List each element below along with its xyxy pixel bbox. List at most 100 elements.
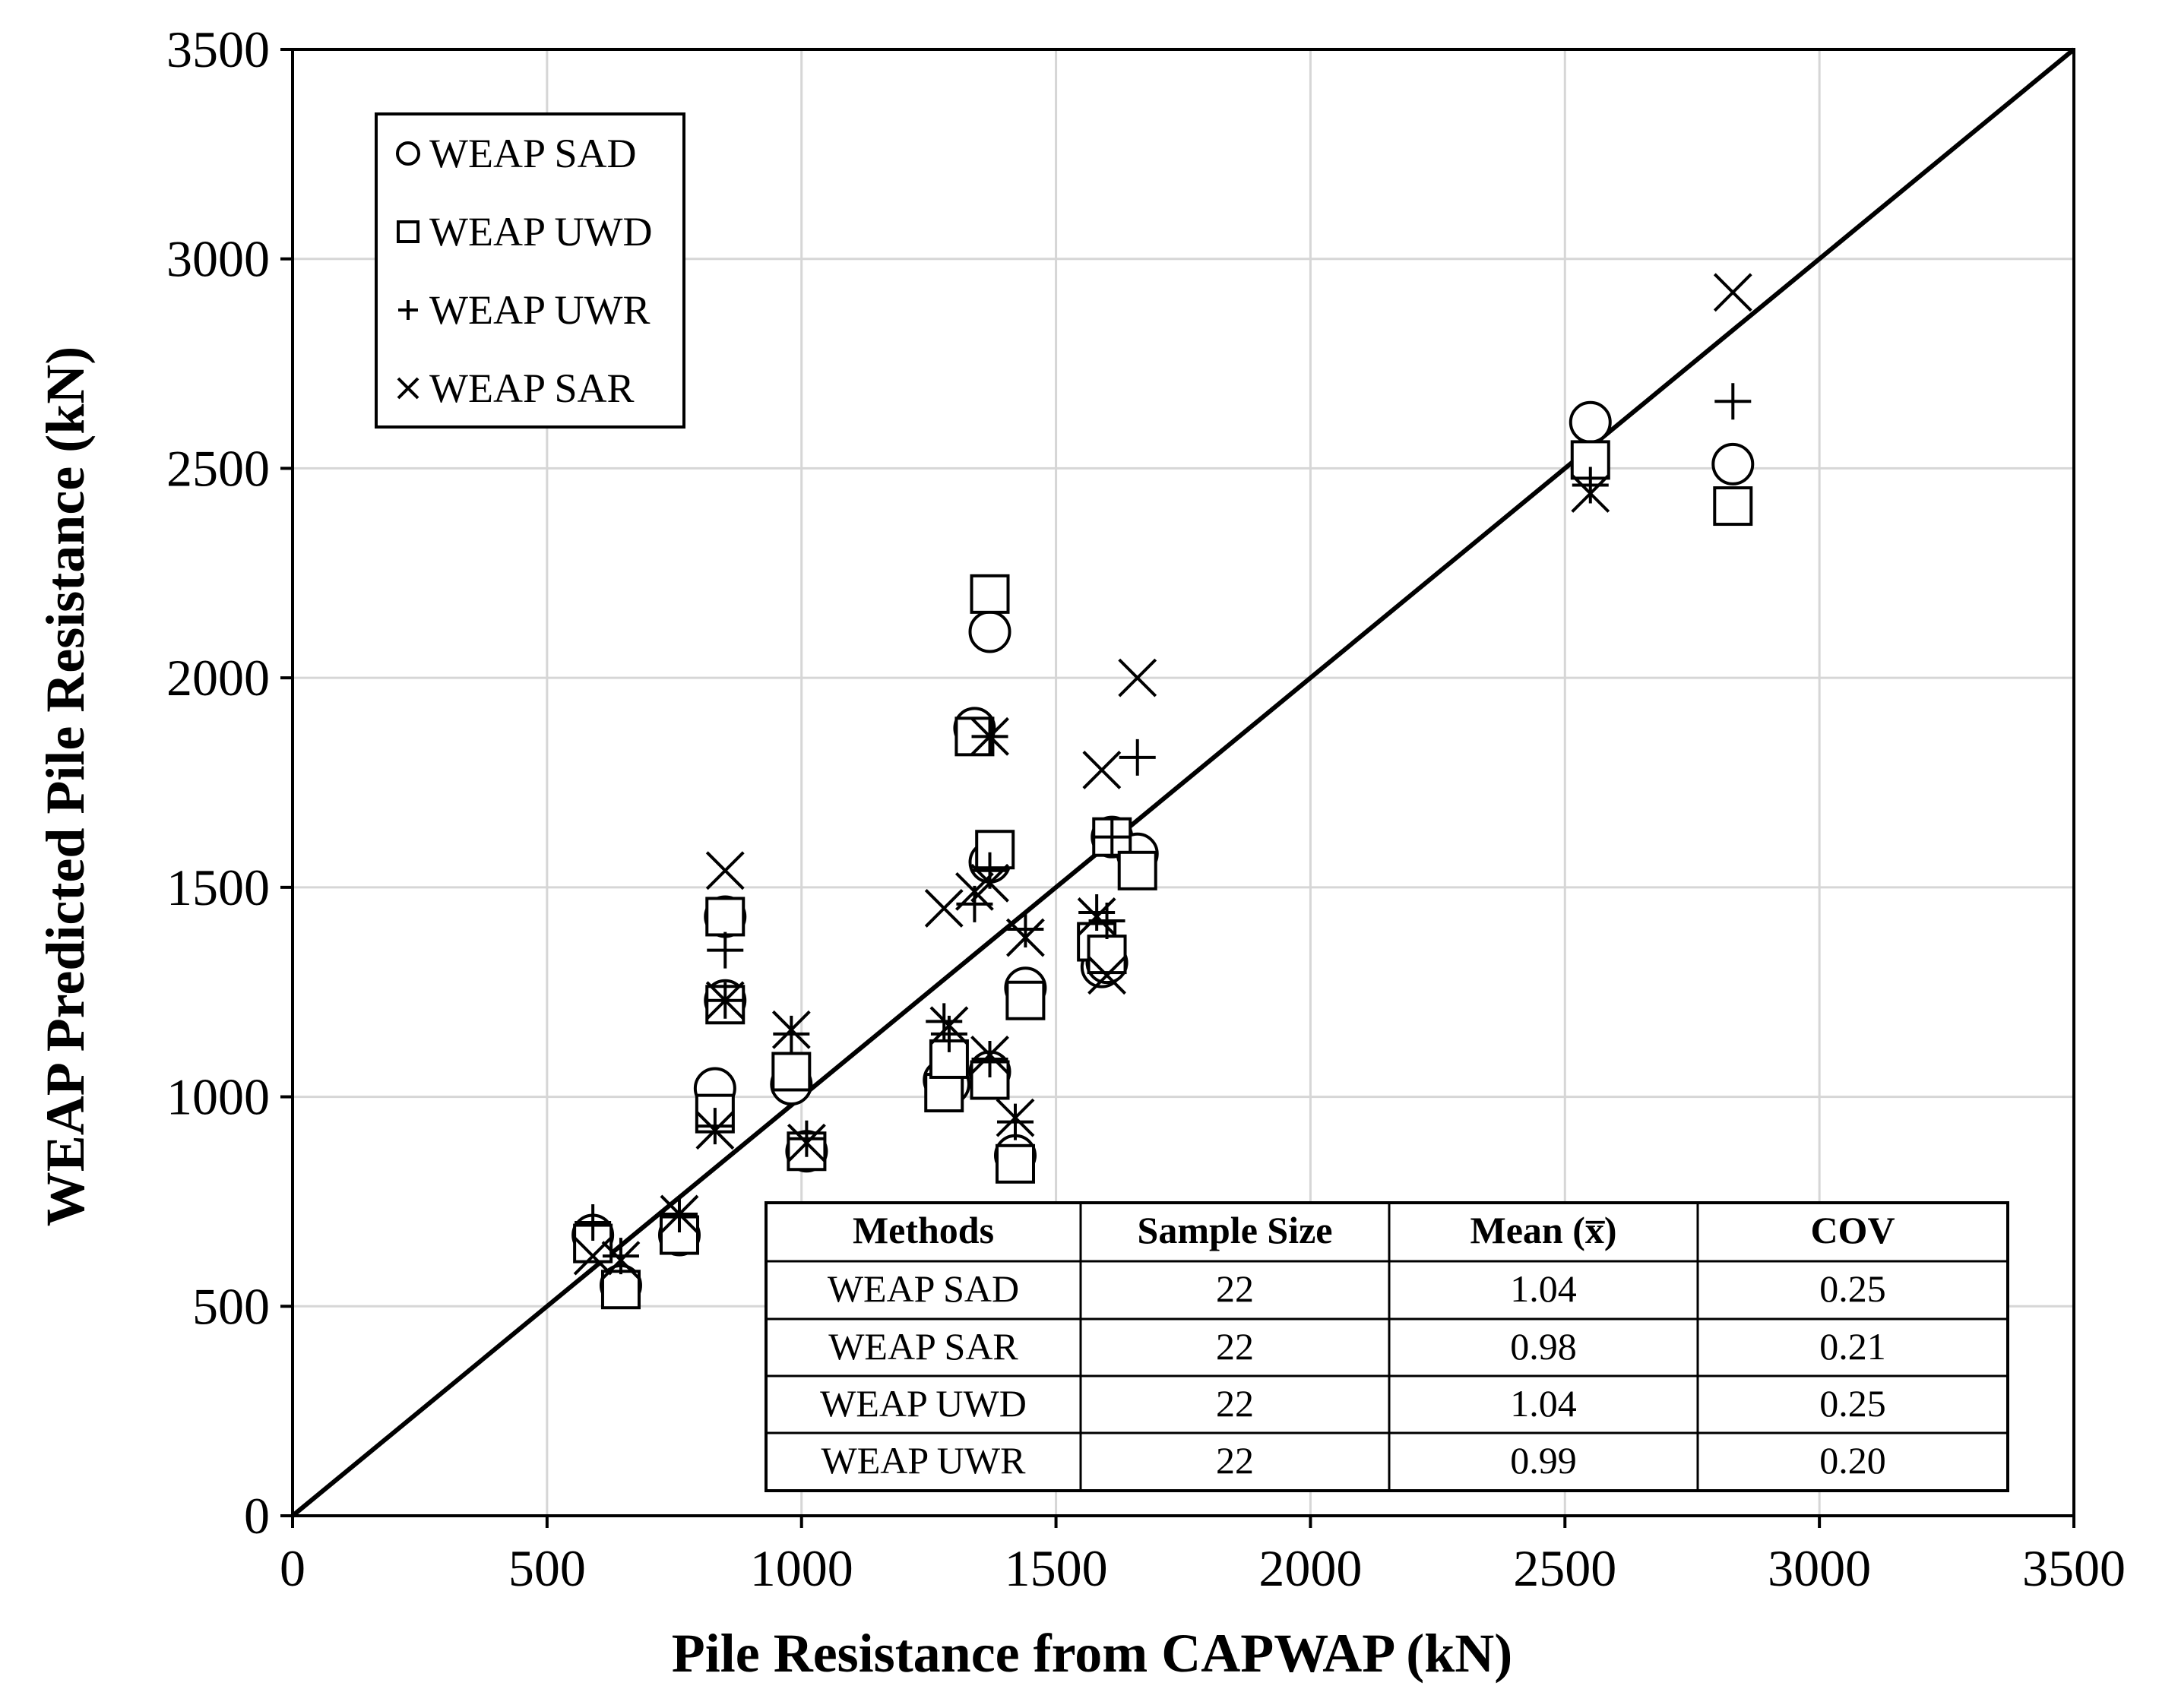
weap-uwr-point [1714, 383, 1752, 420]
weap-uwd-point [705, 897, 746, 937]
x-tick-label: 3000 [1768, 1539, 1871, 1597]
weap-uwr-point [696, 1108, 733, 1145]
weap-sar-point [771, 1010, 811, 1049]
y-tick-label: 3000 [166, 230, 270, 288]
y-tick-label: 0 [244, 1487, 270, 1545]
table-cell: 22 [1216, 1267, 1254, 1310]
table-cell: 0.21 [1819, 1325, 1886, 1368]
y-tick-label: 500 [192, 1277, 270, 1335]
table-cell: 1.04 [1510, 1382, 1577, 1425]
reference-line [291, 47, 2075, 1518]
table-cell: 0.98 [1510, 1325, 1577, 1368]
legend-box [375, 112, 685, 429]
table-cell: WEAP SAR [828, 1325, 1018, 1368]
weap-uwr-point [1094, 818, 1131, 856]
weap-uwd-point [1117, 850, 1157, 890]
y-tick-label: 1500 [166, 859, 270, 916]
weap-uwr-point [1572, 467, 1609, 504]
table-background [765, 1201, 2009, 1492]
x-tick-label: 1000 [750, 1539, 853, 1597]
weap-sar-point [1087, 956, 1126, 995]
table-cell: WEAP UWR [821, 1439, 1027, 1482]
summary-table: Methods Sample Size Mean (x̅) COV WEAP SAD 22… [765, 1201, 2009, 1492]
weap-uwr-legend-marker [398, 300, 418, 320]
weap-uwd-point [1087, 935, 1127, 975]
weap-uwr-point [996, 1103, 1034, 1140]
table-cell: 0.25 [1819, 1267, 1886, 1310]
table-cell: 0.20 [1819, 1439, 1886, 1482]
plot-frame [291, 48, 2075, 1517]
weap-uwr-point [971, 1040, 1008, 1077]
y-tick-label: 2500 [166, 439, 270, 497]
weap-sar-point [1571, 474, 1610, 513]
legend: WEAP SAD WEAP UWD WEAP UWR WEAP SAR [375, 112, 685, 429]
table-cell: 22 [1216, 1325, 1254, 1368]
weap-sar-point [1077, 897, 1116, 936]
weap-sar-point [1118, 658, 1157, 697]
weap-uwr-point [788, 1120, 825, 1157]
table-cell: 0.99 [1510, 1439, 1577, 1482]
x-axis-label: Pile Resistance from CAPWAP (kN) [672, 1623, 1512, 1684]
weap-uwr-point [1088, 902, 1125, 939]
weap-sad-legend-marker [396, 141, 420, 166]
weap-sar-point [996, 1098, 1035, 1137]
weap-uwd-point [1713, 486, 1753, 527]
x-tick-label: 2000 [1258, 1539, 1362, 1597]
weap-sar-point [705, 981, 745, 1020]
weap-sar-point [601, 1241, 641, 1280]
weap-uwd-legend-label: WEAP UWD [429, 209, 652, 255]
weap-uwd-point [771, 1052, 812, 1092]
table-cell: WEAP SAD [828, 1267, 1019, 1310]
weap-uwr-point [1119, 739, 1156, 776]
y-tick-label: 2000 [166, 649, 270, 707]
table-header-cell: COV [1810, 1209, 1895, 1251]
weap-uwd-point [659, 1215, 699, 1255]
table-header-cell: Methods [853, 1209, 994, 1251]
weap-uwd-point [975, 830, 1015, 870]
weap-uwr-point [602, 1238, 639, 1275]
tick-labels: 0 500 1000 1500 2000 2500 3000 3500 0 500 1000 1500… [166, 21, 2126, 1597]
weap-sar-point [660, 1194, 699, 1234]
x-tick-label: 0 [280, 1539, 305, 1597]
weap-sar-point [924, 889, 964, 928]
table-header-cell: Mean (x̅) [1470, 1209, 1617, 1251]
weap-uwd-point [924, 1073, 964, 1113]
weap-sar-point [1082, 751, 1122, 789]
weap-sar-point [970, 863, 1009, 903]
one-to-one-line [291, 47, 2075, 1518]
weap-sar-point [1005, 918, 1045, 957]
weap-sar-point [929, 1006, 969, 1045]
x-tick-label: 2500 [1513, 1539, 1616, 1597]
weap-uwr-point [707, 931, 744, 969]
weap-uwd-point [995, 1143, 1035, 1184]
weap-sad-point [1569, 400, 1612, 444]
weap-sar-legend-label: WEAP SAR [429, 365, 635, 411]
weap-sar-point [695, 1111, 735, 1150]
weap-uwr-point [930, 1015, 967, 1052]
weap-uwd-legend-marker [397, 220, 419, 243]
weap-sar-point [970, 716, 1009, 756]
weap-sad-point [1711, 442, 1755, 486]
table-header-cell: Sample Size [1138, 1209, 1333, 1251]
x-tick-label: 3500 [2022, 1539, 2126, 1597]
weap-sar-point [1713, 273, 1752, 312]
weap-uwd-point [1005, 980, 1046, 1020]
weap-sar-point [787, 1123, 826, 1162]
y-axis-label: WEAP Predicted Pile Resistance (kN) [35, 346, 96, 1226]
x-tick-label: 500 [508, 1539, 586, 1597]
weap-sar-point [970, 1036, 1009, 1074]
data-points [571, 273, 1755, 1310]
table-cell: 22 [1216, 1382, 1254, 1425]
y-tick-label: 3500 [166, 21, 270, 78]
weap-sar-legend-marker [397, 377, 419, 400]
weap-sad-legend-label: WEAP SAD [429, 131, 637, 176]
weap-uwd-point [600, 1270, 641, 1310]
weap-uwr-legend-label: WEAP UWR [429, 287, 650, 333]
weap-sar-point [705, 851, 745, 890]
weap-uwr-point [575, 1204, 612, 1241]
plot-border [291, 48, 2075, 1517]
table-cell: 0.25 [1819, 1382, 1886, 1425]
weap-uwd-point [970, 574, 1010, 614]
